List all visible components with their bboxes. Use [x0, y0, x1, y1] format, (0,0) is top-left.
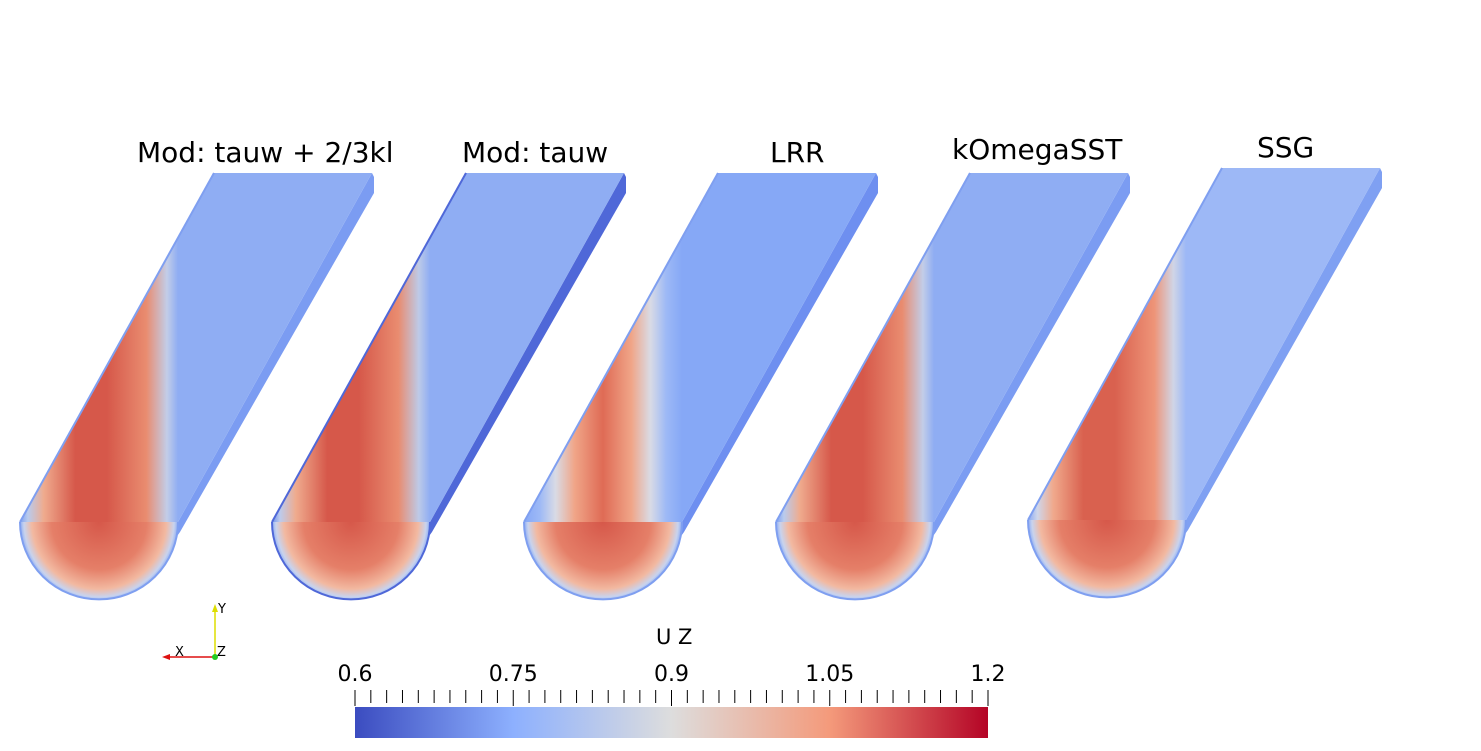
pipe-surface — [776, 173, 1128, 522]
pipe-panel — [271, 172, 626, 601]
pipe-wall-edge — [271, 521, 431, 601]
axis-label-y: Y — [218, 602, 226, 617]
pipe-end-cap — [776, 522, 934, 600]
pipe-wall-edge — [19, 172, 215, 523]
pipe-surface — [272, 173, 624, 522]
colorbar-tick-label: 0.6 — [337, 662, 373, 687]
pipe-wall-edge — [1027, 519, 1187, 599]
pipe-side-face — [926, 173, 1130, 546]
colorbar-gradient — [355, 707, 988, 738]
colorbar-ticks — [354, 690, 989, 706]
colorbar-tick-label: 0.75 — [488, 662, 538, 687]
pipe-end-cap — [272, 522, 430, 600]
panel-title: SSG — [1257, 131, 1315, 164]
axis-label-x: X — [175, 645, 184, 660]
pipe-wall-edge — [19, 521, 179, 601]
pipe-end-cap — [20, 522, 178, 600]
pipe-wall-edge — [1027, 167, 1223, 521]
pipe-surface — [524, 173, 876, 522]
colorbar-tick-label: 1.05 — [805, 662, 855, 687]
colorbar-tick-label: 1.2 — [970, 662, 1006, 687]
orientation-axes — [162, 604, 218, 660]
pipe-side-face — [422, 173, 626, 546]
pipe-wall-edge — [271, 172, 467, 523]
pipe-wall-edge — [775, 521, 935, 601]
pipe-panel — [775, 172, 1130, 601]
x-arrow-icon — [162, 654, 170, 660]
pipe-panels — [19, 167, 1382, 601]
pipe-side-face — [170, 173, 374, 546]
panel-title: LRR — [770, 136, 825, 169]
panel-title: Mod: tauw — [462, 136, 609, 169]
panel-title: kOmegaSST — [952, 133, 1123, 166]
pipe-wall-edge — [775, 172, 971, 523]
pipe-wall-edge — [523, 172, 719, 523]
colorbar-title: U Z — [656, 625, 693, 649]
panel-title: Mod: tauw + 2/3kl — [137, 136, 394, 169]
colorbar-tick-label: 0.9 — [654, 662, 689, 687]
pipe-side-face — [1178, 168, 1382, 544]
pipe-surface — [20, 173, 372, 522]
pipe-wall-edge — [523, 521, 683, 601]
z-axis-icon — [212, 654, 218, 660]
y-arrow-icon — [212, 604, 218, 612]
pipe-end-cap — [1028, 520, 1186, 598]
colorbar — [354, 690, 989, 738]
axis-label-z: Z — [217, 645, 226, 660]
pipe-panel — [523, 172, 878, 601]
pipe-end-cap — [524, 522, 682, 600]
pipe-surface — [1028, 168, 1380, 520]
pipe-panel — [19, 172, 374, 601]
pipe-panel — [1027, 167, 1382, 599]
pipe-side-face — [674, 173, 878, 546]
